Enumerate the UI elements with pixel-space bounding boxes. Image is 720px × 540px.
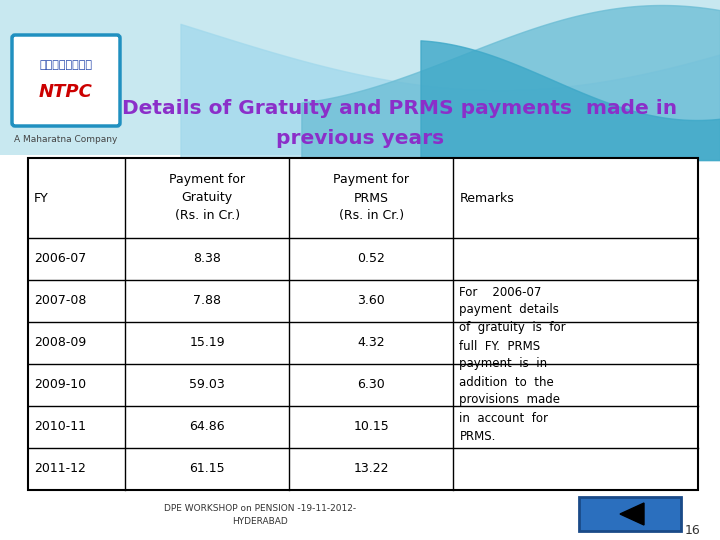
Text: 8.38: 8.38 [193,253,221,266]
Text: Payment for
PRMS
(Rs. in Cr.): Payment for PRMS (Rs. in Cr.) [333,173,410,222]
Text: 2008-09: 2008-09 [34,336,86,349]
Text: 2011-12: 2011-12 [34,462,86,476]
Text: 2006-07: 2006-07 [34,253,86,266]
Text: 2010-11: 2010-11 [34,421,86,434]
Polygon shape [620,503,644,525]
Text: For    2006-07
payment  details
of  gratuity  is  for
full  FY.  PRMS
payment  i: For 2006-07 payment details of gratuity … [459,286,566,442]
Text: A Maharatna Company: A Maharatna Company [14,136,117,145]
FancyBboxPatch shape [579,497,681,531]
Text: 15.19: 15.19 [189,336,225,349]
Text: previous years: previous years [276,129,444,147]
Text: 4.32: 4.32 [358,336,385,349]
Text: 2007-08: 2007-08 [34,294,86,307]
Text: DPE WORKSHOP on PENSION -19-11-2012-
HYDERABAD: DPE WORKSHOP on PENSION -19-11-2012- HYD… [164,504,356,526]
Bar [28,158,698,490]
Text: 59.03: 59.03 [189,379,225,392]
Bar [0,155,720,540]
Text: 64.86: 64.86 [189,421,225,434]
Text: 61.15: 61.15 [189,462,225,476]
Text: Remarks: Remarks [459,192,514,205]
FancyBboxPatch shape [12,35,120,126]
Text: 10.15: 10.15 [354,421,390,434]
Text: 16: 16 [684,523,700,537]
Text: एनटीपीसी: एनटीपीसी [40,60,92,70]
Text: 0.52: 0.52 [357,253,385,266]
Text: 7.88: 7.88 [193,294,221,307]
Text: 2009-10: 2009-10 [34,379,86,392]
Text: Payment for
Gratuity
(Rs. in Cr.): Payment for Gratuity (Rs. in Cr.) [169,173,246,222]
Text: 3.60: 3.60 [358,294,385,307]
Text: FY: FY [34,192,49,205]
Text: NTPC: NTPC [39,83,93,101]
Text: 6.30: 6.30 [358,379,385,392]
Bar [0,0,720,155]
Text: 13.22: 13.22 [354,462,389,476]
Text: Details of Gratuity and PRMS payments  made in: Details of Gratuity and PRMS payments ma… [122,98,678,118]
